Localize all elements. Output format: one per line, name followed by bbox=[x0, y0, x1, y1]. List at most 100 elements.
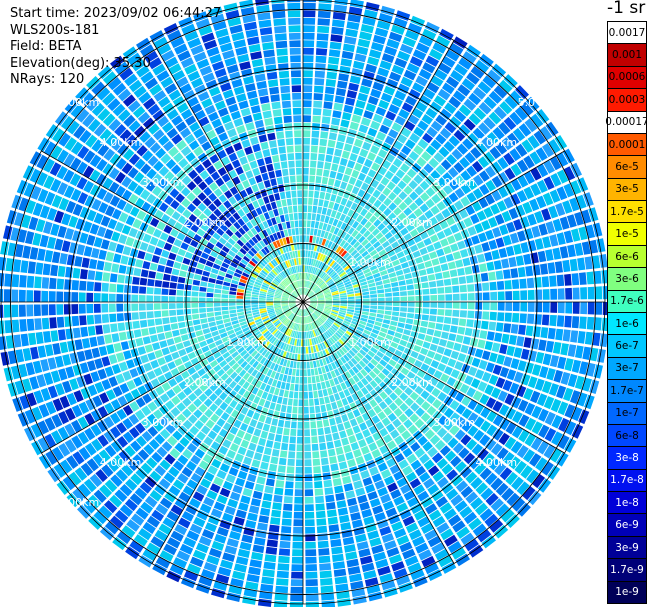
range-gate bbox=[488, 90, 503, 104]
range-gate bbox=[262, 367, 269, 375]
range-gate bbox=[491, 342, 501, 353]
range-gate bbox=[498, 404, 510, 416]
range-gate bbox=[371, 268, 379, 275]
range-gate bbox=[308, 243, 312, 251]
range-gate bbox=[503, 323, 512, 333]
colorbar-level: 3e-8 bbox=[607, 446, 647, 470]
range-gate bbox=[290, 220, 295, 228]
range-gate bbox=[223, 210, 232, 219]
range-gate bbox=[128, 413, 140, 425]
range-gate bbox=[192, 319, 201, 326]
range-gate bbox=[334, 277, 342, 283]
range-gate bbox=[451, 277, 459, 285]
range-gate bbox=[115, 157, 127, 170]
range-gate bbox=[490, 443, 503, 456]
range-gate bbox=[254, 119, 264, 129]
range-gate bbox=[315, 176, 322, 184]
range-gate bbox=[100, 239, 110, 250]
range-gate bbox=[303, 384, 308, 392]
range-gate bbox=[316, 292, 323, 296]
range-gate bbox=[43, 158, 55, 173]
range-gate bbox=[192, 314, 200, 320]
range-gate bbox=[142, 233, 152, 243]
range-gate bbox=[106, 344, 115, 355]
range-gate bbox=[384, 540, 397, 551]
range-gate bbox=[96, 226, 107, 238]
range-gate bbox=[316, 382, 322, 390]
range-gate bbox=[38, 454, 52, 469]
range-gate bbox=[241, 215, 250, 224]
range-gate bbox=[286, 375, 292, 383]
range-gate bbox=[409, 132, 420, 144]
range-gate bbox=[102, 163, 114, 176]
range-gate bbox=[261, 103, 271, 112]
range-gate bbox=[403, 185, 413, 195]
range-gate bbox=[567, 344, 577, 357]
range-gate bbox=[297, 414, 303, 422]
range-gate bbox=[166, 235, 176, 244]
range-gate bbox=[492, 364, 502, 376]
range-gate bbox=[353, 107, 364, 116]
range-gate bbox=[518, 429, 530, 443]
range-gate bbox=[193, 363, 203, 371]
range-gate bbox=[178, 491, 191, 503]
range-gate bbox=[413, 375, 422, 385]
range-gate bbox=[344, 379, 352, 388]
range-gate bbox=[308, 293, 315, 298]
range-gate bbox=[332, 110, 342, 119]
range-gate bbox=[180, 355, 190, 363]
range-gate bbox=[122, 431, 134, 444]
range-gate bbox=[180, 108, 193, 120]
range-gate bbox=[129, 540, 144, 553]
range-gate bbox=[135, 435, 147, 447]
range-gate bbox=[310, 160, 317, 168]
range-gate bbox=[364, 221, 372, 229]
range-gate bbox=[535, 302, 543, 313]
range-gate bbox=[586, 316, 595, 330]
range-gate bbox=[466, 438, 478, 451]
range-gate bbox=[206, 490, 218, 500]
range-gate bbox=[333, 227, 340, 235]
range-gate bbox=[320, 230, 326, 238]
range-gate bbox=[418, 35, 433, 47]
range-gate bbox=[323, 373, 329, 381]
range-gate bbox=[116, 408, 127, 420]
range-gate bbox=[321, 254, 326, 262]
range-gate bbox=[97, 143, 110, 157]
range-gate bbox=[284, 420, 291, 428]
range-gate bbox=[410, 331, 419, 338]
range-gate bbox=[326, 372, 333, 380]
range-gate bbox=[187, 203, 197, 213]
range-gate bbox=[113, 342, 122, 353]
range-gate bbox=[332, 432, 340, 441]
range-gate bbox=[58, 443, 71, 457]
range-gate bbox=[390, 429, 400, 439]
range-gate bbox=[104, 228, 114, 240]
range-gate bbox=[488, 271, 496, 281]
range-gate bbox=[229, 380, 237, 389]
range-gate bbox=[421, 401, 431, 411]
range-gate bbox=[267, 308, 274, 312]
range-gate bbox=[359, 501, 370, 511]
range-gate bbox=[416, 224, 425, 234]
range-gate bbox=[384, 135, 395, 146]
range-gate bbox=[492, 126, 505, 140]
range-gate bbox=[542, 302, 550, 313]
range-gate bbox=[361, 78, 373, 88]
range-gate bbox=[79, 280, 87, 291]
range-gate bbox=[294, 290, 299, 297]
range-gate bbox=[436, 177, 447, 188]
range-gate bbox=[30, 185, 42, 200]
range-gate bbox=[102, 71, 117, 85]
range-gate bbox=[509, 90, 524, 105]
range-gate bbox=[486, 424, 498, 437]
range-gate bbox=[295, 316, 299, 323]
range-gate bbox=[210, 347, 219, 355]
range-gate bbox=[383, 258, 391, 265]
range-gate bbox=[233, 86, 245, 96]
range-gate bbox=[286, 287, 292, 293]
range-gate bbox=[481, 242, 491, 252]
range-gate bbox=[277, 341, 283, 349]
range-gate bbox=[340, 58, 352, 67]
range-gate bbox=[150, 536, 165, 549]
